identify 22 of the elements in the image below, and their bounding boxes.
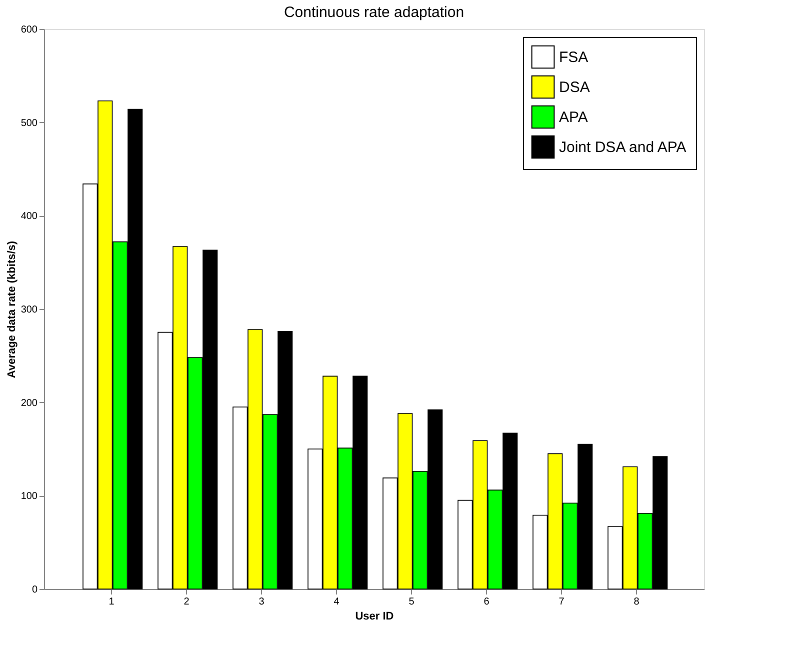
x-tick-label: 3 — [258, 596, 265, 608]
y-tick-label: 600 — [20, 24, 38, 36]
x-tick-label: 6 — [484, 596, 490, 608]
x-tick-label: 1 — [108, 596, 115, 608]
y-tick-label: 300 — [20, 304, 38, 316]
chart-title: Continuous rate adaptation — [284, 4, 464, 21]
x-axis-title: User ID — [355, 610, 394, 622]
x-tick-label: 5 — [408, 596, 415, 608]
x-tick-label: 7 — [558, 596, 565, 608]
y-tick-label: 100 — [20, 491, 38, 502]
x-tick-label: 2 — [184, 596, 190, 608]
legend-label: FSA — [559, 49, 588, 66]
legend-label: DSA — [559, 79, 590, 96]
x-tick-label: 4 — [334, 596, 340, 608]
x-tick-label: 8 — [634, 596, 640, 608]
y-axis-title: Average data rate (kbits/s) — [6, 240, 18, 378]
y-tick-label: 0 — [32, 584, 38, 596]
legend-label: APA — [559, 109, 588, 126]
y-tick-label: 400 — [20, 211, 38, 222]
y-tick-label: 200 — [20, 398, 38, 409]
legend-label: Joint DSA and APA — [559, 139, 686, 156]
y-tick-label: 500 — [20, 118, 38, 129]
